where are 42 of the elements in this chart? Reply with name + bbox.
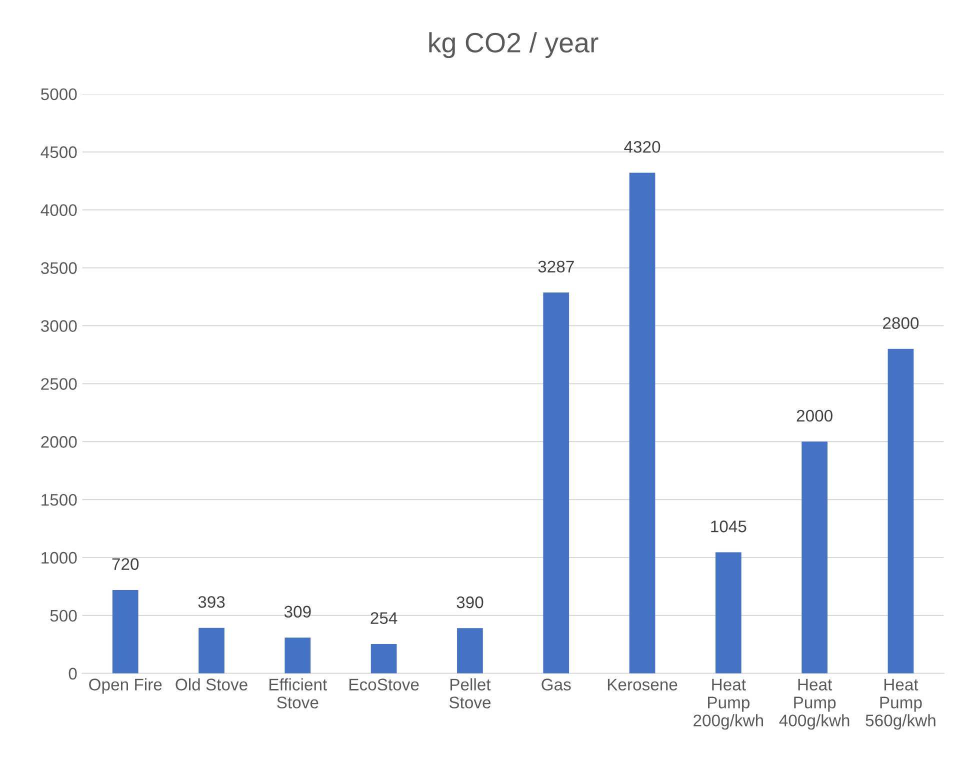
data-label: 309 <box>284 606 311 618</box>
bar <box>888 348 914 674</box>
x-tick-label: EcoStove <box>350 678 419 690</box>
data-label: 254 <box>370 612 398 624</box>
x-tick-label: Heat Pump 560g/kwh <box>866 678 936 730</box>
x-tick-label: Heat Pump 200g/kwh <box>694 678 764 730</box>
data-label: 720 <box>112 558 139 570</box>
bar <box>629 172 656 674</box>
data-label: 1045 <box>711 520 746 532</box>
x-tick-label: Pellet Stove <box>449 678 491 708</box>
bar <box>802 442 828 674</box>
y-tick-label: 2000 <box>41 436 77 448</box>
y-tick-label: 1500 <box>42 494 77 506</box>
x-tick-label: Gas <box>542 678 571 690</box>
data-label: 393 <box>198 596 225 608</box>
y-tick-label: 1000 <box>42 552 77 564</box>
y-tick-label: 500 <box>50 610 77 622</box>
y-tick-label: 3500 <box>40 262 77 274</box>
y-tick-label: 4000 <box>40 204 77 216</box>
bar <box>198 628 224 674</box>
data-label: 390 <box>456 596 484 608</box>
bar <box>284 638 311 674</box>
x-tick-label: Efficient Stove <box>270 678 328 708</box>
data-label: 4320 <box>624 141 660 153</box>
y-tick-label: 5000 <box>41 88 77 100</box>
chart-title: kg CO2 / year <box>429 32 598 58</box>
bar <box>543 292 570 674</box>
x-tick-label: Heat Pump 400g/kwh <box>779 678 850 730</box>
y-tick-label: 0 <box>68 668 77 680</box>
x-tick-label: Open Fire <box>89 678 162 694</box>
y-tick-label: 4500 <box>40 146 77 158</box>
data-label: 2000 <box>796 410 832 422</box>
bar <box>457 628 483 674</box>
bar <box>112 590 138 674</box>
y-tick-label: 2500 <box>41 378 77 390</box>
bar <box>715 552 742 674</box>
data-label: 2800 <box>883 317 919 329</box>
x-tick-label: Old Stove <box>176 678 248 690</box>
y-tick-label: 3000 <box>40 320 77 332</box>
x-tick-label: Kerosene <box>608 678 678 690</box>
data-label: 3287 <box>538 260 574 273</box>
bar <box>370 644 397 674</box>
